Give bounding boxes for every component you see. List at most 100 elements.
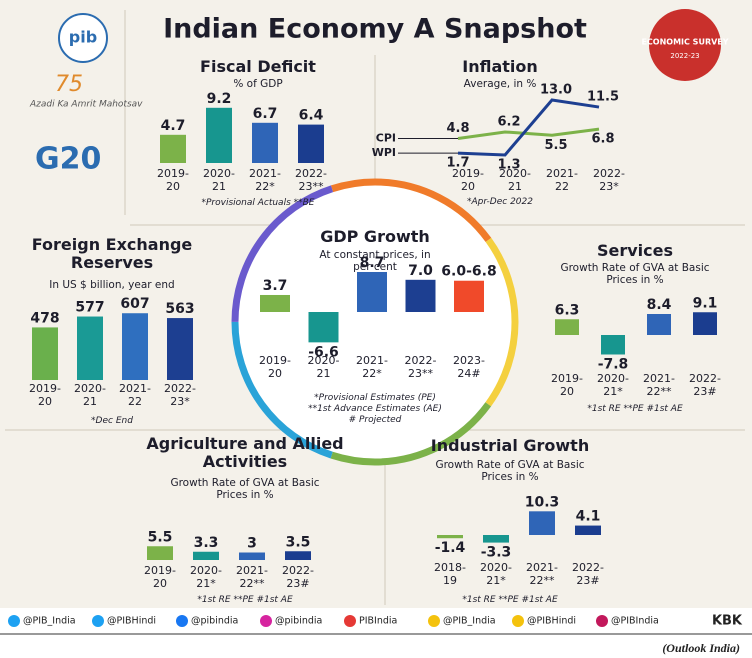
survey-year: 2022-23 — [670, 52, 699, 60]
pib-text: pib — [69, 28, 97, 47]
value-label: 563 — [165, 301, 194, 317]
source: (Outlook India) — [662, 641, 740, 655]
value-label: 3.5 — [286, 534, 311, 550]
social-icon — [260, 615, 272, 627]
bar — [260, 294, 290, 312]
ring-segment — [231, 178, 519, 466]
chart-title: Fiscal Deficit — [200, 57, 316, 76]
x-tick-label: 2020-21 — [74, 382, 106, 408]
x-tick-label: 2019-20 — [452, 167, 484, 193]
x-tick-label: 2022-23** — [295, 167, 327, 193]
x-tick-label: 2021-22* — [356, 354, 388, 380]
x-tick-label: 2020-21* — [480, 561, 512, 587]
social-icon — [596, 615, 608, 627]
bar — [32, 327, 58, 380]
value-label: 8.4 — [647, 297, 672, 313]
social-handle: @PIBHindi — [527, 616, 576, 627]
x-tick-label: 2021-22** — [526, 561, 558, 587]
bar — [647, 314, 671, 335]
social-icon — [512, 615, 524, 627]
value-label: -3.3 — [481, 545, 512, 561]
value-label: 4.1 — [576, 509, 601, 525]
x-tick-label: 2022-23* — [593, 167, 625, 193]
bar — [529, 511, 555, 535]
social-icon — [92, 615, 104, 627]
x-tick-label: 2020-21 — [307, 354, 340, 380]
x-tick-label: 2021-22** — [643, 372, 675, 398]
chart-title: Industrial Growth — [430, 436, 590, 455]
ring-segment — [231, 178, 519, 466]
chart-title: Inflation — [462, 57, 538, 76]
x-tick-label: 2022-23* — [164, 382, 196, 408]
value-label: 4.7 — [161, 118, 186, 134]
x-tick-label: 2019-20 — [157, 167, 189, 193]
bar — [693, 312, 717, 335]
value-label: -1.4 — [435, 540, 466, 556]
bar — [298, 124, 324, 163]
bar — [555, 319, 579, 335]
value-label: 3.3 — [194, 535, 219, 551]
chart-title: Agriculture and Allied Activities — [146, 434, 344, 472]
value-label: -6.6 — [308, 344, 339, 360]
bar — [357, 271, 387, 312]
x-tick-label: 2019-20 — [144, 564, 176, 590]
x-tick-label: 2020-21* — [190, 564, 222, 590]
g20-logo: G20 — [35, 142, 101, 177]
x-tick-label: 2020-21 — [499, 167, 531, 193]
x-tick-label: 2019-20 — [259, 354, 291, 380]
brand: KBK — [712, 614, 743, 629]
chart-title: GDP Growth — [320, 227, 430, 246]
social-icon — [428, 615, 440, 627]
bar — [160, 134, 186, 163]
bar — [454, 280, 484, 312]
social-icon — [344, 615, 356, 627]
ring-segment — [231, 178, 519, 466]
series-name: CPI — [376, 132, 396, 145]
footnote: *1st RE **PE #1st AE — [462, 595, 558, 605]
chart-subtitle: Average, in % — [463, 78, 537, 90]
x-tick-label: 2022-23** — [404, 354, 437, 380]
value-label: 7.0 — [408, 263, 433, 279]
footnote: *1st RE **PE #1st AE — [197, 595, 293, 605]
value-label: 607 — [120, 296, 149, 312]
chart-subtitle: Growth Rate of GVA at Basic Prices in % — [435, 459, 585, 484]
survey-text: ECONOMIC SURVEY — [641, 38, 728, 47]
bar — [575, 525, 601, 535]
bar — [285, 551, 311, 560]
social-icon — [176, 615, 188, 627]
series-name: WPI — [372, 146, 396, 159]
pib-logo — [58, 13, 108, 63]
value-label: 478 — [30, 310, 59, 326]
value-label: 9.1 — [693, 295, 718, 311]
social-icon — [8, 615, 20, 627]
value-label: 11.5 — [587, 90, 619, 105]
value-label: 8.7 — [360, 255, 385, 271]
gdp-circle — [235, 182, 515, 462]
bar — [601, 335, 625, 355]
value-label: 577 — [75, 300, 104, 316]
value-label: 6.0-6.8 — [441, 264, 496, 280]
x-tick-label: 2021-22** — [236, 564, 268, 590]
bar — [206, 107, 232, 163]
value-label: 1.3 — [497, 158, 520, 173]
social-handle: @PIBIndia — [611, 616, 659, 627]
chart-title: Services — [596, 241, 674, 260]
value-label: 10.3 — [525, 494, 560, 510]
x-tick-label: 2023-24# — [453, 354, 485, 380]
bar — [483, 535, 509, 543]
bar — [122, 313, 148, 380]
value-label: 5.5 — [544, 138, 567, 153]
line — [457, 98, 600, 157]
bar — [167, 318, 193, 380]
value-label: 6.7 — [253, 106, 278, 122]
footer-bar — [0, 608, 752, 634]
social-handle: PIBIndia — [359, 616, 397, 627]
chart-title: Foreign Exchange Reserves — [31, 235, 193, 273]
bar — [147, 546, 173, 560]
value-label: 1.7 — [446, 156, 469, 171]
bar — [437, 535, 463, 539]
chart-subtitle: At constant prices, in per cent — [319, 249, 431, 274]
x-tick-label: 2022-23# — [282, 564, 314, 590]
x-tick-label: 2018-19 — [434, 561, 466, 587]
